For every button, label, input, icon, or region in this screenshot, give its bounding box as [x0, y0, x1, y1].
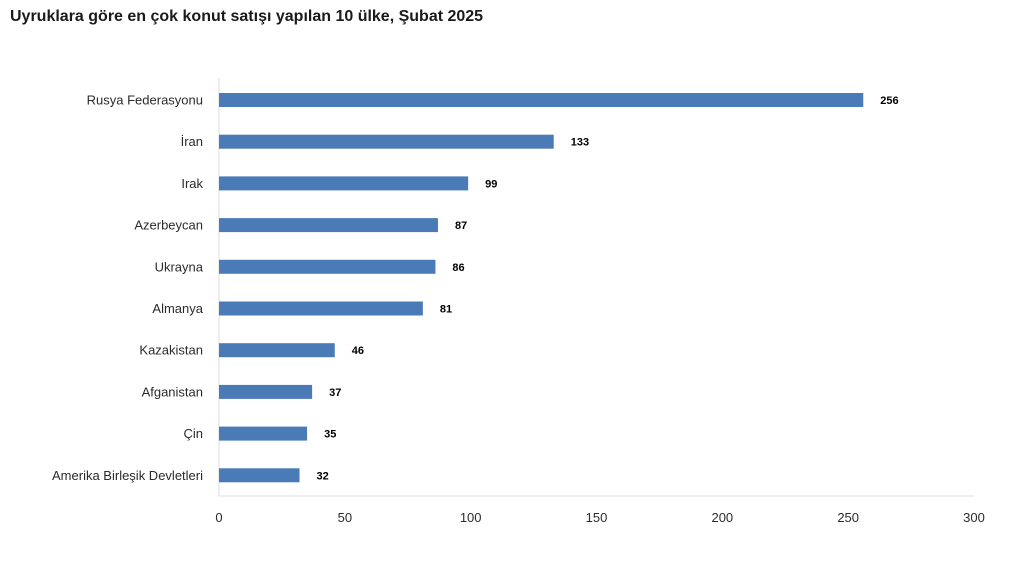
x-tick-label: 300 [963, 510, 985, 525]
bar [219, 176, 469, 191]
category-label: Amerika Birleşik Devletleri [52, 468, 203, 483]
data-label: 37 [329, 387, 341, 399]
category-label: Azerbeycan [134, 218, 203, 233]
bar [219, 93, 864, 107]
x-tick-label: 100 [460, 510, 482, 525]
data-label: 87 [455, 220, 467, 232]
bar [219, 426, 308, 441]
chart-title: Uyruklara göre en çok konut satışı yapıl… [10, 8, 484, 25]
data-label: 32 [317, 470, 329, 482]
category-label: Ukrayna [155, 259, 204, 274]
category-label: Afganistan [142, 384, 203, 399]
data-label: 81 [440, 304, 452, 316]
category-label: Çin [183, 426, 203, 441]
category-label: Irak [181, 176, 203, 191]
x-tick-label: 150 [586, 510, 608, 525]
x-tick-label: 0 [215, 510, 222, 525]
data-label: 35 [324, 429, 336, 441]
bar [219, 343, 335, 358]
data-label: 133 [571, 137, 589, 149]
data-label: 46 [352, 345, 364, 357]
x-tick-label: 250 [837, 510, 859, 525]
bar [219, 468, 300, 483]
bar [219, 134, 554, 149]
bar [219, 301, 423, 316]
category-label: İran [181, 134, 203, 149]
category-label: Kazakistan [139, 343, 203, 358]
data-label: 256 [880, 95, 898, 107]
data-label: 99 [485, 178, 497, 190]
bar [219, 384, 313, 399]
bar [219, 259, 436, 274]
category-label: Almanya [152, 301, 203, 316]
x-tick-label: 50 [338, 510, 352, 525]
category-label: Rusya Federasyonu [87, 93, 203, 108]
x-tick-label: 200 [711, 510, 733, 525]
bar [219, 218, 438, 233]
data-label: 86 [452, 262, 464, 274]
